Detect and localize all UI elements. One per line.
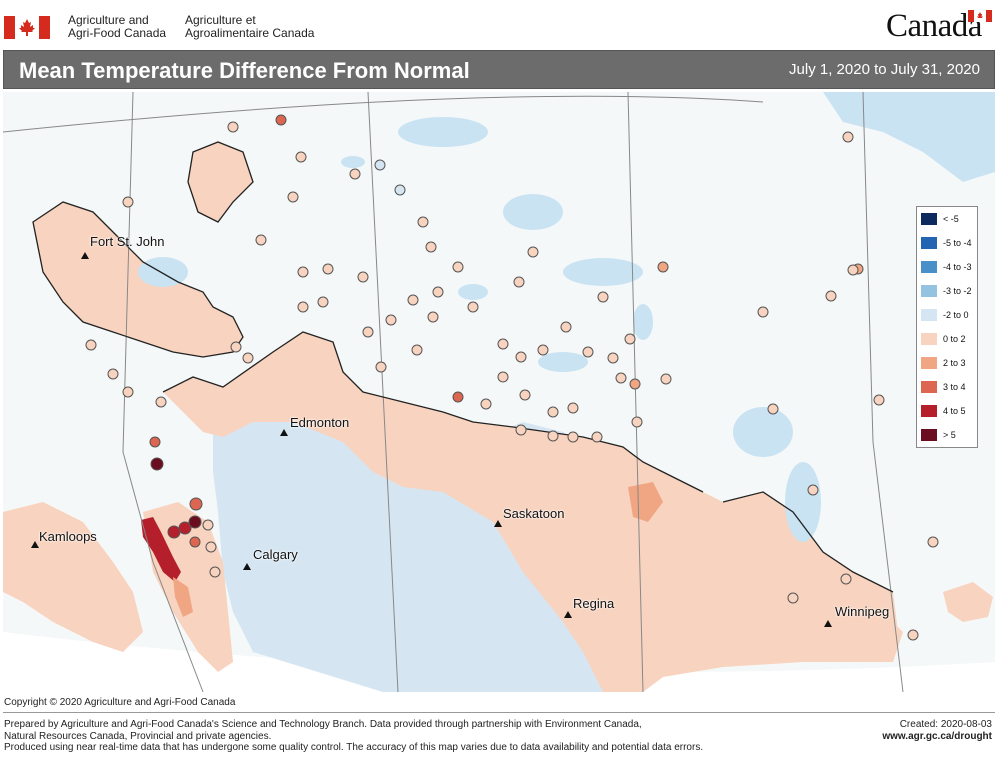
legend-label: 4 to 5 (943, 406, 966, 416)
org-fr-line1: Agriculture et (185, 13, 256, 27)
city-marker-calgary (243, 563, 251, 570)
city-marker-regina (564, 611, 572, 618)
map-canvas (3, 92, 995, 712)
map-area[interactable]: < -5 -5 to -4 -4 to -3 -3 to -2 -2 to 0 … (3, 92, 995, 713)
legend-swatch (921, 261, 937, 273)
legend: < -5 -5 to -4 -4 to -3 -3 to -2 -2 to 0 … (916, 206, 978, 448)
city-label-saskatoon: Saskatoon (503, 506, 565, 521)
title-bar: Mean Temperature Difference From Normal … (3, 50, 995, 89)
footer-line2: Natural Resources Canada, Provincial and… (4, 730, 272, 742)
source-url-link[interactable]: www.agr.gc.ca/drought (882, 731, 992, 742)
legend-label: -4 to -3 (943, 262, 972, 272)
created-date: Created: 2020-08-03 (899, 719, 992, 730)
footer-line1: Prepared by Agriculture and Agri-Food Ca… (4, 719, 642, 730)
footer-notes: Prepared by Agriculture and Agri-Food Ca… (4, 719, 824, 754)
org-name-french: Agriculture et Agroalimentaire Canada (185, 14, 314, 40)
legend-label: 2 to 3 (943, 358, 966, 368)
city-markers (31, 252, 832, 627)
legend-label: -3 to -2 (943, 286, 972, 296)
city-marker-winnipeg (824, 620, 832, 627)
legend-label: 0 to 2 (943, 334, 966, 344)
map-title: Mean Temperature Difference From Normal (19, 58, 470, 83)
footer-meta: Created: 2020-08-03 www.agr.gc.ca/drough… (882, 719, 992, 743)
legend-swatch (921, 333, 937, 345)
legend-swatch (921, 213, 937, 225)
warm-region-south-bc (3, 502, 143, 652)
org-en-line2: Agri-Food Canada (68, 26, 167, 40)
city-label-calgary: Calgary (253, 547, 298, 562)
city-marker-kamloops (31, 541, 39, 548)
legend-swatch (921, 309, 937, 321)
legend-swatch (921, 405, 937, 417)
legend-label: -2 to 0 (943, 310, 969, 320)
copyright-text: Copyright © 2020 Agriculture and Agri-Fo… (4, 697, 236, 708)
canada-wordmark: Canada (886, 8, 982, 44)
water-bodies (138, 92, 995, 542)
city-label-regina: Regina (573, 596, 615, 611)
date-range: July 1, 2020 to July 31, 2020 (789, 61, 980, 78)
legend-label: > 5 (943, 430, 956, 440)
legend-swatch (921, 285, 937, 297)
legend-swatch (921, 357, 937, 369)
warm-region-north-bc (33, 202, 243, 357)
legend-swatch (921, 381, 937, 393)
legend-label: -5 to -4 (943, 238, 972, 248)
hot-region-rockies (141, 517, 181, 582)
city-label-kamloops: Kamloops (39, 529, 97, 544)
warm2-region-rockies (173, 577, 193, 617)
legend-swatch (921, 237, 937, 249)
city-marker-fort-st-john (81, 252, 89, 259)
city-marker-edmonton (280, 429, 288, 436)
org-name-english: Agriculture and Agri-Food Canada (68, 14, 166, 40)
org-en-line1: Agriculture and (68, 13, 149, 27)
warm-region-manitoba (723, 492, 898, 652)
canada-flag-icon (4, 16, 50, 39)
provincial-boundaries (3, 92, 904, 693)
city-label-winnipeg: Winnipeg (835, 604, 890, 619)
city-label-edmonton: Edmonton (290, 415, 350, 430)
cool-region-inner (238, 432, 563, 682)
region-outlines (32, 141, 894, 593)
warm2-region-sask (628, 482, 663, 522)
warm-region-prairies (163, 332, 903, 692)
city-label-fort-st-john: Fort St. John (90, 234, 165, 249)
warm-region-ontario (943, 582, 993, 622)
warm-region-north-bc-2 (188, 142, 253, 222)
legend-label: 3 to 4 (943, 382, 966, 392)
legend-label: < -5 (943, 214, 959, 224)
footer-line3: Produced using near real-time data that … (4, 742, 704, 753)
city-marker-saskatoon (494, 520, 502, 527)
legend-swatch (921, 429, 937, 441)
header: Agriculture and Agri-Food Canada Agricul… (0, 0, 998, 46)
wordmark-flag-icon (968, 10, 992, 22)
org-fr-line2: Agroalimentaire Canada (185, 26, 315, 40)
